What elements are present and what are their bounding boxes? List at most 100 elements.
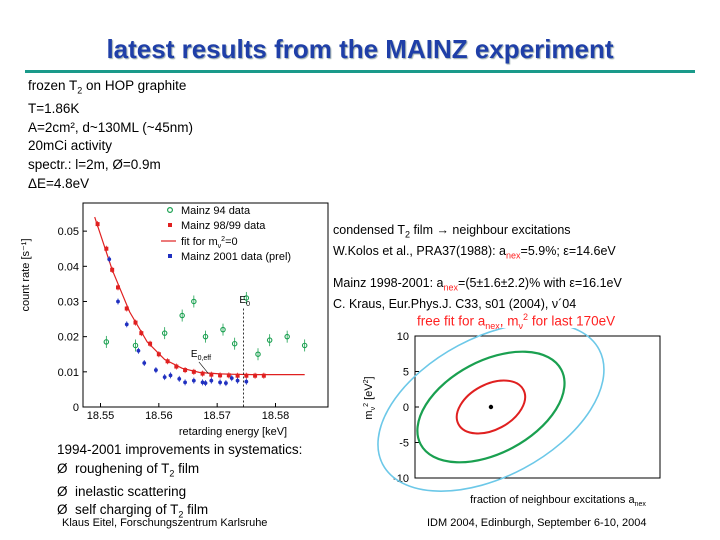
data-98-point bbox=[95, 222, 100, 227]
title-divider bbox=[25, 70, 695, 73]
legend-fit-post: =0 bbox=[225, 236, 238, 248]
data-98-point bbox=[235, 373, 240, 378]
cx-text: fraction of neighbour excitations a bbox=[470, 494, 635, 506]
spectrum-x-tick-label: 18.56 bbox=[145, 410, 173, 422]
cy-unit-sup: 2 bbox=[363, 379, 370, 383]
data-2001-point bbox=[203, 381, 208, 385]
contour-y-tick-label: -5 bbox=[399, 438, 409, 450]
data-98-point bbox=[104, 246, 109, 251]
data-94-point bbox=[132, 342, 139, 349]
data-98-point bbox=[165, 359, 170, 364]
footer-event: IDM 2004, Edinburgh, September 6-10, 200… bbox=[427, 517, 647, 529]
spectrum-frame bbox=[82, 202, 329, 408]
setup-line-target: frozen T2 on HOP graphite bbox=[28, 77, 193, 100]
data-2001-point bbox=[244, 379, 249, 384]
data-98-point bbox=[191, 369, 196, 374]
data-98-point bbox=[226, 373, 231, 378]
freefit-text: free fit for a bbox=[417, 313, 486, 329]
item1-text: roughening of T bbox=[75, 460, 170, 476]
data-98-point bbox=[218, 373, 223, 378]
contour-y-tick-label: 10 bbox=[397, 331, 409, 343]
data-2001-point bbox=[162, 375, 167, 380]
condensed-text: condensed T bbox=[333, 223, 406, 237]
setup-target-post: on HOP graphite bbox=[82, 78, 187, 93]
setup-line-spectr: spectr.: l=2m, Ø=0.9m bbox=[28, 157, 161, 173]
data-98-point bbox=[139, 331, 144, 336]
legend-98-marker bbox=[168, 223, 172, 227]
data-2001-point bbox=[229, 376, 234, 381]
fit-curve bbox=[94, 216, 305, 376]
improvements-list: 1994-2001 improvements in systematics: Ø… bbox=[57, 441, 302, 524]
improvement-item: Ø roughening of T2 film bbox=[57, 460, 302, 483]
contour-y-tick-label: -10 bbox=[393, 473, 409, 485]
legend-2001-label: Mainz 2001 data (prel) bbox=[181, 251, 291, 263]
legend-fit-label: fit for mν2=0 bbox=[181, 236, 238, 250]
data-94-point bbox=[179, 312, 185, 319]
data-98-point bbox=[253, 373, 258, 378]
legend-94-label: Mainz 94 data bbox=[181, 205, 251, 217]
item3-text: self charging of T bbox=[75, 502, 179, 518]
data-98-point bbox=[133, 320, 138, 325]
mainz-sub: nex bbox=[443, 282, 459, 293]
kolos-line: W.Kolos et al., PRA37(1988): anex=5.9%; … bbox=[333, 243, 616, 264]
data-2001-point bbox=[183, 380, 187, 385]
mainz-text: Mainz 1998-2001: a bbox=[333, 276, 444, 290]
legend-fit-sub: ν bbox=[218, 243, 222, 250]
data-94-point bbox=[191, 298, 197, 305]
freefit-sub: nex bbox=[485, 321, 500, 332]
cy-sup: 2 bbox=[363, 403, 370, 407]
data-94-point bbox=[202, 333, 209, 340]
data-2001-point bbox=[136, 348, 141, 353]
data-98-point bbox=[261, 373, 266, 378]
mainz-post: =(5±1.6±2.2)% with ε=16.1eV bbox=[458, 276, 622, 290]
contour-ellipse bbox=[455, 379, 527, 435]
legend-98-label: Mainz 98/99 data bbox=[181, 220, 266, 232]
bullet-icon: Ø bbox=[57, 502, 68, 518]
e0-sub: 0 bbox=[246, 301, 250, 308]
data-2001-point bbox=[116, 299, 120, 304]
data-98-point bbox=[110, 267, 115, 272]
freefit-post: for last 170eV bbox=[528, 313, 616, 329]
kolos-sub: nex bbox=[506, 250, 521, 260]
kolos-post: =5.9%; ε=14.6eV bbox=[520, 243, 616, 258]
spectrum-y-tick-label: 0 bbox=[73, 402, 79, 414]
data-98-point bbox=[183, 368, 188, 373]
data-98-point bbox=[244, 373, 249, 378]
condensed-sub: 2 bbox=[405, 229, 411, 240]
cx-sub: nex bbox=[635, 501, 647, 508]
contour-ellipse bbox=[377, 328, 605, 492]
contour-y-tick-label: 0 bbox=[403, 402, 409, 414]
setup-target-text: frozen T bbox=[28, 78, 78, 93]
spectrum-plot-area: 18.55 18.56 18.57 18.58 0 0.01 0.02 0.03 0.04 0.0… bbox=[58, 202, 329, 422]
data-2001-point bbox=[209, 378, 214, 383]
cy-unit: [eV bbox=[363, 383, 375, 403]
spectrum-x-tick-label: 18.57 bbox=[203, 410, 231, 422]
data-2001-point bbox=[235, 378, 240, 383]
spectrum-y-label: count rate [s⁻¹] bbox=[20, 238, 32, 311]
e0eff-pointer bbox=[198, 361, 209, 374]
legend-fit-sup: 2 bbox=[221, 236, 225, 243]
data-94-point bbox=[284, 333, 290, 340]
setup-line-resolution: ΔE=4.8eV bbox=[28, 175, 90, 191]
setup-line-temp: T=1.86K bbox=[28, 101, 80, 117]
neighbour-excitation-note: condensed T2 film → neighbour excitation… bbox=[333, 222, 616, 263]
contour-x-label: fraction of neighbour excitations anex bbox=[470, 494, 646, 508]
setup-target-sub: 2 bbox=[77, 85, 83, 96]
data-98-point bbox=[148, 341, 153, 346]
data-94-point bbox=[220, 326, 226, 333]
data-2001-point bbox=[142, 361, 147, 365]
improvement-item: Ø self charging of T2 film bbox=[57, 501, 302, 524]
footer-author: Klaus Eitel, Forschungszentrum Karlsruhe bbox=[62, 517, 268, 529]
spectrum-y-tick-label: 0.05 bbox=[58, 226, 79, 238]
legend-94-marker bbox=[167, 207, 174, 214]
freefit-mid: , m bbox=[499, 313, 519, 329]
data-2001-point bbox=[154, 368, 158, 372]
spectrum-x-tick-label: 18.55 bbox=[87, 410, 115, 422]
mainz-result-note: Mainz 1998-2001: anex=(5±1.6±2.2)% with … bbox=[333, 275, 622, 312]
data-98-point bbox=[156, 352, 161, 357]
improvement-item: Ø inelastic scattering bbox=[57, 483, 302, 502]
e0-text: E bbox=[239, 295, 246, 306]
legend-fit-text: fit for m bbox=[181, 236, 218, 248]
freefit-sup: 2 bbox=[523, 312, 529, 322]
